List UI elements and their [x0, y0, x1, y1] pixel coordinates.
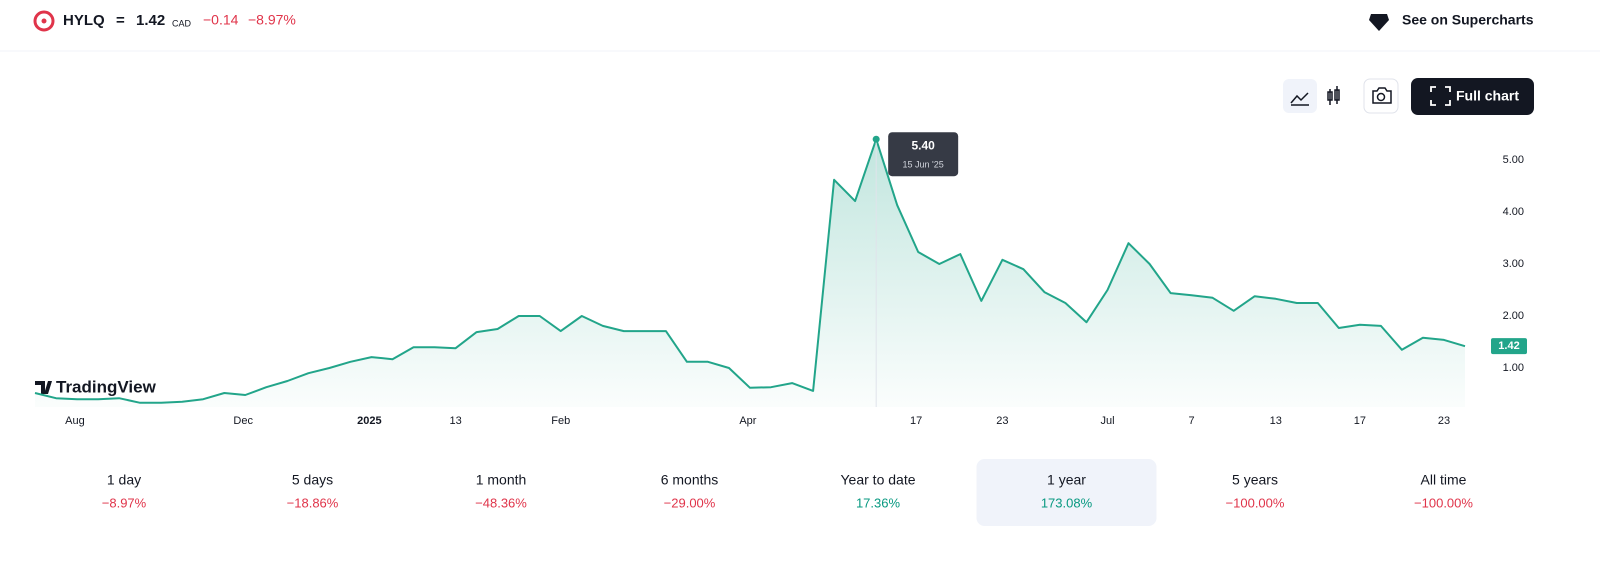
flag-leaf: [41, 18, 47, 24]
last-price-label: 1.42: [1498, 340, 1519, 352]
fullscreen-icon: [1430, 86, 1451, 106]
x-tick-label: 17: [910, 415, 922, 427]
supercharts-link[interactable]: See on Supercharts: [1402, 12, 1534, 28]
x-tick-label: Feb: [551, 415, 570, 427]
logo-icon: [35, 381, 52, 394]
period-label[interactable]: 1 day: [107, 472, 141, 488]
y-tick-label: 1.00: [1503, 362, 1524, 374]
period-label[interactable]: 5 days: [292, 472, 333, 488]
area-fill: [35, 139, 1465, 407]
currency: CAD: [172, 18, 192, 28]
last-price-badge: [1491, 338, 1527, 355]
period-label[interactable]: 5 years: [1232, 472, 1278, 488]
screenshot-button[interactable]: [1363, 78, 1399, 114]
candle-style-button[interactable]: [1327, 86, 1340, 105]
period-change[interactable]: −48.36%: [475, 495, 527, 510]
x-tick-label: 23: [996, 415, 1008, 427]
x-tick-label: 23: [1438, 415, 1450, 427]
separator: =: [116, 12, 125, 29]
y-tick-label: 2.00: [1503, 310, 1524, 322]
plot: 1.00 2.00 3.00 4.00 5.00 Aug Dec 2025 13 Feb Apr 17…: [34, 132, 1527, 427]
camera-lens: [1376, 92, 1386, 102]
y-tick-label: 4.00: [1503, 206, 1524, 218]
y-tick-label: 5.00: [1503, 154, 1524, 166]
x-tick-label: Jul: [1100, 415, 1114, 427]
x-tick-label: 2025: [357, 415, 381, 427]
line-icon: [1290, 92, 1309, 106]
x-tick-label: 13: [1270, 415, 1282, 427]
period-change[interactable]: −100.00%: [1226, 495, 1285, 510]
tooltip-box: [888, 132, 959, 177]
period-change[interactable]: −18.86%: [287, 495, 339, 510]
period-change[interactable]: −29.00%: [664, 495, 716, 510]
tooltip-date: 15 Jun '25: [903, 160, 944, 170]
full-chart-button[interactable]: [1411, 78, 1534, 115]
full-chart-label[interactable]: Full chart: [1456, 88, 1519, 104]
period-row: 1 day −8.97% 5 days −18.86% 1 month −48.36% 6 …: [102, 472, 1474, 511]
price: 1.42: [136, 12, 165, 29]
x-tick-label: Aug: [65, 415, 85, 427]
line-style-button[interactable]: [1283, 79, 1317, 113]
y-tick-label: 3.00: [1503, 258, 1524, 270]
x-tick-label: Apr: [739, 415, 756, 427]
period-label[interactable]: 1 year: [1047, 472, 1086, 488]
supercharts-icon[interactable]: [1369, 14, 1389, 31]
x-tick-label: 7: [1189, 415, 1195, 427]
period-change[interactable]: −8.97%: [102, 495, 147, 510]
x-tick-label: Dec: [233, 415, 253, 427]
period-label[interactable]: 6 months: [661, 472, 719, 488]
change-percent: −8.97%: [248, 12, 296, 28]
symbol[interactable]: HYLQ: [63, 12, 105, 29]
period-change[interactable]: −100.00%: [1414, 495, 1473, 510]
peak-dot: [872, 135, 880, 143]
logo: TradingView: [56, 377, 157, 396]
price-line: [34, 138, 1466, 404]
tooltip-value: 5.40: [911, 138, 935, 152]
change: −0.14: [203, 12, 239, 28]
period-label[interactable]: All time: [1421, 472, 1467, 488]
camera-icon: [1372, 87, 1392, 104]
x-tick-label: 13: [449, 415, 461, 427]
period-label[interactable]: 1 month: [476, 472, 527, 488]
x-tick-label: 17: [1354, 415, 1366, 427]
selected-period-highlight: [976, 459, 1157, 526]
period-change[interactable]: 17.36%: [856, 495, 901, 510]
period-change[interactable]: 173.08%: [1041, 495, 1093, 510]
period-label[interactable]: Year to date: [841, 472, 916, 488]
